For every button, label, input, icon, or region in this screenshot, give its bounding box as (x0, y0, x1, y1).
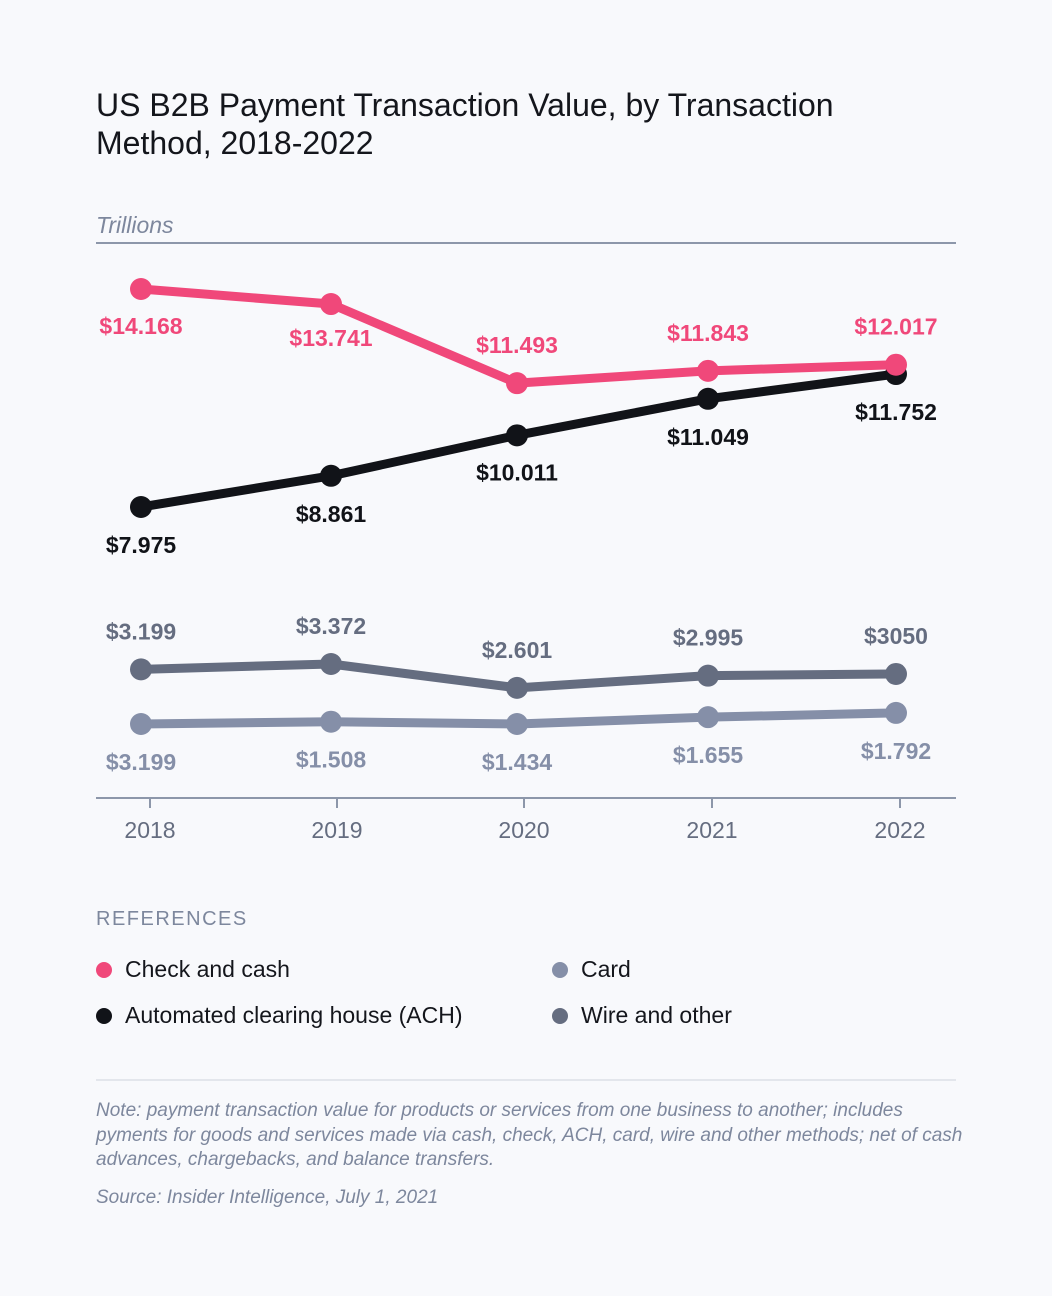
chart-title: US B2B Payment Transaction Value, by Tra… (96, 87, 834, 161)
x-tick-label-2019: 2019 (311, 817, 362, 843)
data-label-check-and-cash-2022: $12.017 (854, 314, 937, 340)
data-point-card-2019 (320, 710, 342, 733)
legend-dot-card (552, 961, 568, 978)
data-label-ach-2019: $8.861 (296, 501, 367, 527)
data-point-wire-and-other-2022 (885, 662, 907, 685)
legend-dot-check-and-cash (96, 961, 112, 978)
data-point-wire-and-other-2021 (697, 664, 719, 687)
data-label-card-2020: $1.434 (482, 749, 553, 775)
data-point-ach-2019 (320, 464, 342, 487)
data-label-card-2021: $1.655 (673, 742, 744, 768)
data-point-ach-2020 (506, 424, 528, 447)
data-point-wire-and-other-2019 (320, 653, 342, 675)
legend-label-card: Card (581, 956, 631, 982)
legend-item-ach: Automated clearing house (ACH) (96, 1002, 463, 1029)
data-label-wire-and-other-2021: $2.995 (673, 625, 744, 651)
data-label-wire-and-other-2018: $3.199 (106, 618, 176, 644)
data-point-check-and-cash-2022 (885, 353, 907, 376)
legend-label-wire-and-other: Wire and other (581, 1002, 732, 1028)
data-label-ach-2022: $11.752 (855, 399, 937, 425)
data-point-ach-2021 (697, 387, 719, 410)
legend-item-card: Card (552, 956, 631, 983)
data-label-card-2018: $3.199 (106, 749, 176, 775)
legend-dot-wire-and-other (552, 1007, 568, 1024)
legend-dot-ach (96, 1007, 112, 1024)
data-label-card-2019: $1.508 (296, 747, 367, 773)
data-label-ach-2018: $7.975 (106, 532, 177, 558)
data-point-card-2022 (885, 701, 907, 724)
y-axis-unit-label: Trillions (96, 212, 174, 238)
data-point-card-2018 (130, 713, 152, 735)
data-point-card-2020 (506, 713, 528, 735)
legend-label-ach: Automated clearing house (ACH) (125, 1002, 463, 1028)
source-note: Source: Insider Intelligence, July 1, 20… (96, 1187, 439, 1208)
top-rule (96, 242, 956, 244)
data-point-ach-2018 (130, 496, 152, 518)
data-label-check-and-cash-2019: $13.741 (289, 325, 372, 351)
data-point-check-and-cash-2020 (506, 372, 528, 395)
data-label-wire-and-other-2022: $3050 (864, 623, 928, 649)
data-point-check-and-cash-2019 (320, 293, 342, 316)
legend-item-check-and-cash: Check and cash (96, 956, 290, 983)
line-chart: 2018 2019 2020 2021 2022 $14.168 $13.741 $11.49… (96, 278, 956, 843)
data-point-wire-and-other-2018 (130, 658, 152, 681)
data-point-wire-and-other-2020 (506, 676, 528, 699)
data-label-check-and-cash-2021: $11.843 (667, 320, 749, 346)
data-label-check-and-cash-2018: $14.168 (99, 313, 182, 339)
footer-divider (96, 1079, 956, 1081)
data-label-ach-2020: $10.011 (476, 459, 558, 485)
x-tick-label-2021: 2021 (686, 817, 737, 843)
data-label-ach-2021: $11.049 (667, 424, 749, 450)
data-label-card-2022: $1.792 (861, 738, 931, 764)
footnote: Note: payment transaction value for prod… (96, 1100, 963, 1170)
data-label-wire-and-other-2020: $2.601 (482, 637, 553, 663)
legend-heading: REFERENCES (96, 908, 248, 930)
data-point-card-2021 (697, 706, 719, 729)
x-tick-label-2018: 2018 (124, 817, 175, 843)
data-point-check-and-cash-2018 (130, 278, 152, 300)
legend-item-wire-and-other: Wire and other (552, 1002, 732, 1029)
x-tick-label-2022: 2022 (874, 817, 925, 843)
data-label-wire-and-other-2019: $3.372 (296, 613, 366, 639)
legend-label-check-and-cash: Check and cash (125, 956, 290, 982)
data-point-check-and-cash-2021 (697, 359, 719, 382)
x-tick-label-2020: 2020 (498, 817, 549, 843)
data-label-check-and-cash-2020: $11.493 (476, 332, 558, 358)
